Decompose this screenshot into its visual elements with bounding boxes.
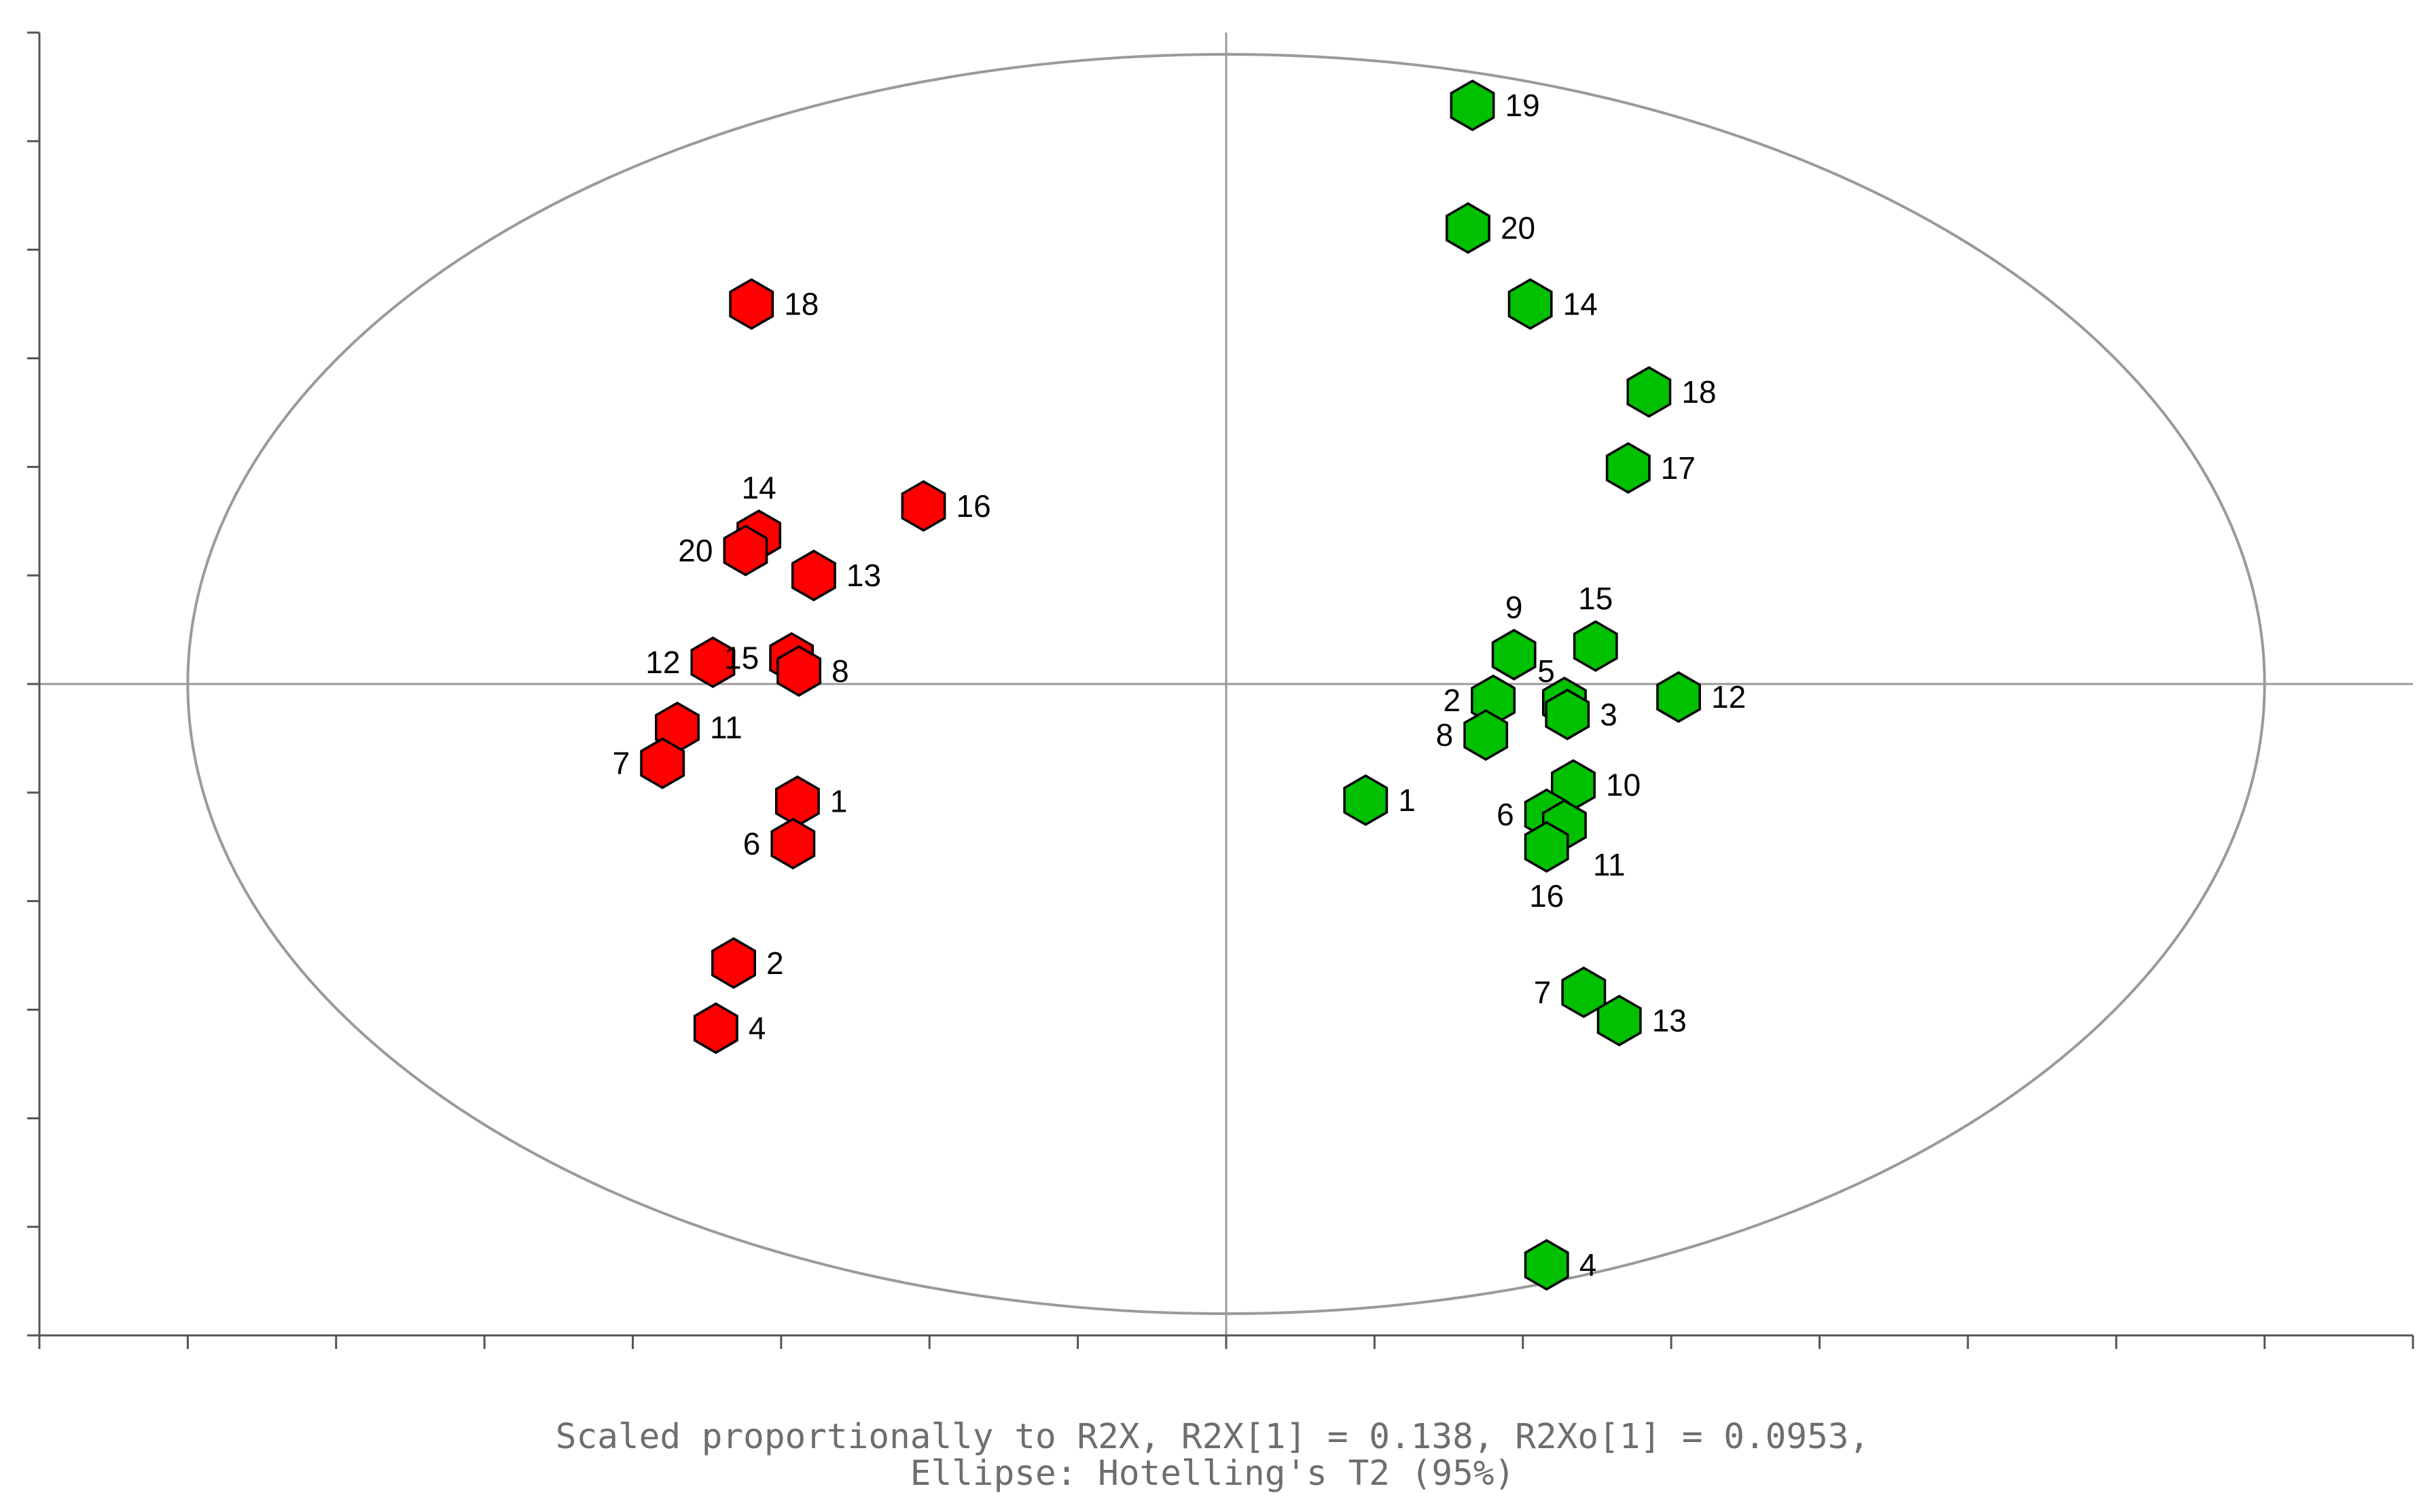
point-label-red-18: 18 [784, 287, 819, 322]
point-marker-red-16 [901, 480, 946, 532]
point-label-red-13: 13 [846, 558, 881, 593]
point-marker-green-18 [1626, 365, 1672, 418]
data-points [640, 79, 1701, 1291]
point-label-red-14: 14 [742, 470, 776, 505]
point-marker-green-19 [1450, 79, 1495, 132]
point-label-green-12: 12 [1711, 679, 1746, 715]
point-marker-green-15 [1573, 620, 1618, 672]
point-label-green-5: 5 [1537, 653, 1555, 689]
point-label-red-7: 7 [613, 746, 630, 781]
point-marker-red-6 [770, 817, 816, 870]
caption-line-2: Ellipse: Hotelling's T2 (95%) [910, 1454, 1515, 1494]
point-label-green-8: 8 [1436, 717, 1454, 753]
caption-line-1: Scaled proportionally to R2X, R2X[1] = 0… [556, 1417, 1869, 1457]
point-label-red-20: 20 [678, 533, 713, 568]
point-marker-green-17 [1605, 442, 1651, 494]
point-marker-green-16 [1524, 821, 1569, 873]
point-marker-green-20 [1446, 202, 1490, 254]
point-marker-green-8 [1463, 709, 1509, 761]
point-label-green-6: 6 [1497, 797, 1514, 832]
point-label-green-15: 15 [1578, 581, 1613, 616]
point-label-red-12: 12 [645, 645, 680, 680]
point-marker-red-12 [690, 636, 736, 689]
point-label-green-19: 19 [1505, 88, 1540, 123]
point-label-red-15: 15 [724, 641, 759, 676]
point-marker-green-3 [1545, 688, 1590, 740]
point-label-red-11: 11 [710, 710, 742, 745]
point-marker-green-12 [1656, 671, 1701, 723]
point-marker-red-8 [776, 645, 822, 697]
point-label-red-4: 4 [749, 1011, 766, 1046]
point-label-green-3: 3 [1600, 697, 1617, 732]
point-marker-red-20 [723, 524, 768, 577]
point-label-red-6: 6 [743, 826, 761, 861]
point-marker-red-4 [693, 1002, 738, 1054]
point-marker-green-9 [1491, 628, 1537, 681]
point-marker-green-14 [1507, 278, 1553, 330]
point-marker-red-7 [640, 737, 685, 789]
point-marker-red-18 [729, 278, 774, 330]
point-marker-green-1 [1343, 774, 1389, 827]
point-label-green-16: 16 [1529, 878, 1564, 914]
axes [27, 31, 2414, 1349]
point-label-green-2: 2 [1443, 683, 1461, 718]
point-label-green-13: 13 [1652, 1003, 1687, 1038]
point-label-green-10: 10 [1606, 768, 1641, 803]
reference-lines [39, 33, 2413, 1335]
point-marker-red-1 [774, 775, 820, 827]
point-label-red-16: 16 [956, 488, 991, 524]
point-marker-green-13 [1596, 994, 1642, 1047]
point-label-green-20: 20 [1501, 211, 1535, 246]
point-label-green-4: 4 [1579, 1247, 1597, 1282]
point-marker-red-13 [791, 550, 836, 602]
point-label-green-7: 7 [1534, 975, 1552, 1010]
point-label-green-17: 17 [1661, 450, 1696, 486]
point-label-green-1: 1 [1398, 782, 1416, 818]
point-marker-green-4 [1524, 1239, 1569, 1291]
point-label-green-18: 18 [1681, 374, 1716, 410]
point-label-green-11: 11 [1593, 847, 1626, 882]
point-label-red-2: 2 [766, 946, 784, 981]
point-marker-red-2 [711, 937, 756, 989]
point-label-red-1: 1 [830, 784, 848, 819]
point-label-green-9: 9 [1505, 590, 1523, 625]
point-marker-green-7 [1561, 966, 1607, 1018]
point-label-red-8: 8 [831, 653, 849, 689]
point-label-green-14: 14 [1563, 287, 1598, 322]
